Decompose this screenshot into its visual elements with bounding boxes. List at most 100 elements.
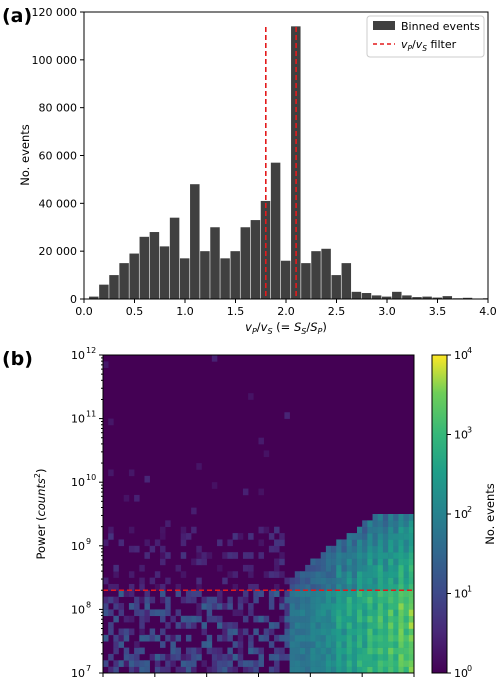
heatmap-cell (356, 615, 363, 623)
heatmap-cell (103, 603, 109, 610)
heatmap-cell (248, 641, 254, 648)
heatmap-cell (139, 583, 145, 591)
heatmap-cell (154, 539, 161, 547)
heatmap-cell (341, 545, 347, 553)
heatmap-cell (351, 660, 358, 667)
heatmap-cell (289, 590, 296, 597)
heatmap-cell (134, 545, 140, 553)
heatmap-cell (331, 628, 337, 636)
heatmap-cell (356, 564, 363, 572)
heatmap-cell (341, 571, 347, 578)
heatmap-cell (310, 590, 316, 597)
heatmap-cell (403, 596, 410, 604)
heatmap-cell (346, 634, 353, 642)
heatmap-cell (242, 488, 249, 496)
heatmap-cell (294, 609, 301, 617)
heatmap-cell (346, 660, 353, 667)
heatmap-cell (289, 615, 296, 623)
heatmap-cell (336, 603, 342, 610)
heatmap-cell (388, 520, 394, 528)
heatmap-cell (227, 653, 233, 661)
heatmap-cell (139, 622, 145, 629)
heatmap-cell (263, 628, 270, 636)
heatmap-cell (367, 520, 373, 528)
heatmap-cell (393, 583, 399, 591)
heatmap-cell (388, 564, 394, 572)
heatmap-cell (268, 596, 275, 604)
heatmap-cell (393, 533, 399, 540)
heatmap-cell (336, 552, 342, 559)
heatmap-cell (113, 660, 119, 667)
heatmap-cell (305, 615, 311, 623)
heatmap-cell (372, 526, 379, 534)
heatmap-cell (268, 622, 275, 629)
heatmap-cell (237, 647, 244, 655)
heatmap-cell (227, 628, 233, 636)
heatmap-cell (170, 634, 176, 642)
heatmap-cell (382, 653, 389, 661)
heatmap-cell (367, 526, 373, 534)
heatmap-cell (398, 603, 404, 610)
heatmap-cell (372, 609, 379, 617)
heatmap-cell (356, 577, 363, 585)
heatmap-cell (310, 666, 316, 673)
heatmap-cell (237, 596, 244, 604)
heatmap-cell (248, 564, 254, 572)
heatmap-cell (315, 647, 321, 655)
heatmap-cell (227, 660, 233, 667)
heatmap-cell (310, 564, 316, 572)
heatmap-cell (315, 634, 321, 642)
heatmap-cell (268, 603, 275, 610)
heatmap-cell (242, 564, 249, 572)
heatmap-cell (196, 577, 202, 585)
heatmap-cell (217, 590, 223, 597)
heatmap-cell (351, 596, 358, 604)
heatmap-cell (175, 609, 182, 617)
heatmap-cell (258, 437, 264, 445)
heatmap-cell (377, 533, 384, 540)
heatmap-cell (372, 622, 379, 629)
heatmap-cell (408, 564, 414, 572)
heatmap-cell (237, 660, 244, 667)
heatmap-cell (351, 583, 358, 591)
heatmap-cell (341, 641, 347, 648)
heatmap-cell (351, 641, 358, 648)
heatmap-cell (258, 488, 264, 496)
heatmap-cell (356, 603, 363, 610)
heatmap-cell (367, 647, 373, 655)
colorbar-label: No. events (483, 483, 497, 545)
heatmap-cell (299, 647, 306, 655)
heatmap-cell (201, 628, 207, 636)
heatmap-cell (320, 615, 327, 623)
heatmap-cell (341, 628, 347, 636)
heatmap-cell (372, 545, 379, 553)
heatmap-cell (341, 552, 347, 559)
heatmap-cell (367, 603, 373, 610)
heatmap-cell (325, 666, 332, 673)
heatmap-cell (299, 590, 306, 597)
heatmap-cell (118, 539, 125, 547)
heatmap-cell (336, 647, 342, 655)
heatmap-cell (253, 583, 259, 591)
heatmap-cell (263, 571, 270, 578)
heatmap-cell (289, 653, 296, 661)
heatmap-cell (341, 577, 347, 585)
heatmap-cell (160, 615, 166, 623)
heatmap-cell (403, 583, 410, 591)
heatmap-cell (331, 666, 337, 673)
colorbar-tick-label: 10 (454, 429, 468, 442)
heatmap-cell (351, 564, 358, 572)
heatmap-panel: (b) 0.00.51.01.52.02.53.0 10710810910101… (2, 346, 497, 681)
heatmap-cell (408, 571, 414, 578)
heatmap-cell (403, 609, 410, 617)
heatmap-cell (211, 615, 218, 623)
heatmap-cell (377, 641, 384, 648)
heatmap-cell (351, 615, 358, 623)
heatmap-cell (377, 552, 384, 559)
heatmap-cell (377, 596, 384, 604)
heatmap-cell (253, 660, 259, 667)
heatmap-cell (356, 634, 363, 642)
heatmap-cell (398, 564, 404, 572)
